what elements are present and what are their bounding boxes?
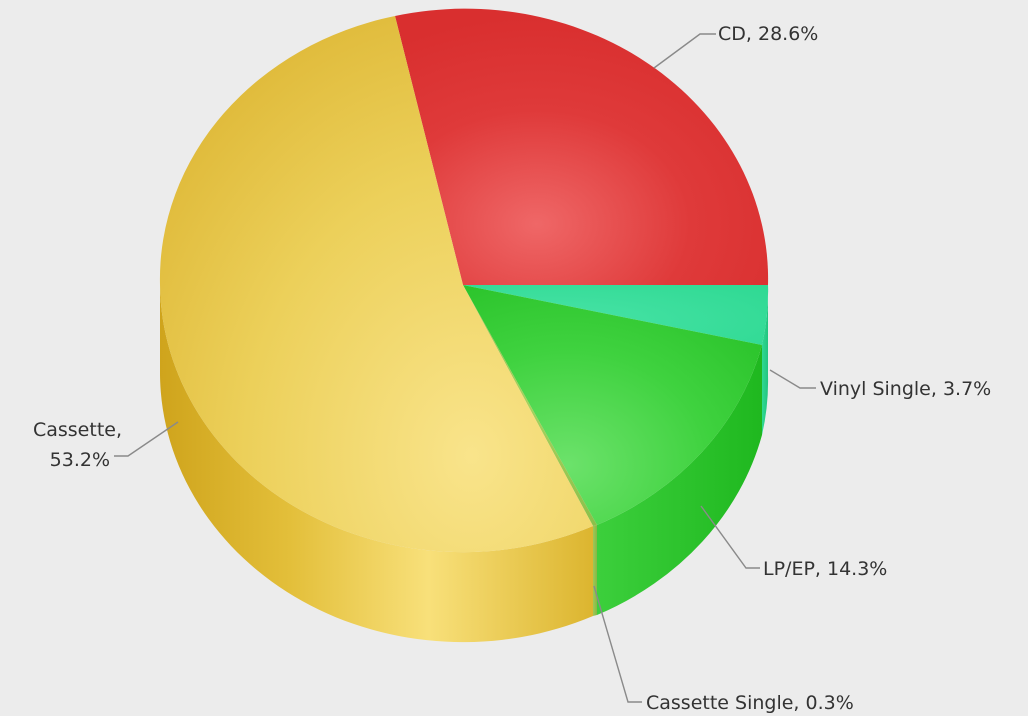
slice-cd [395, 8, 769, 285]
slice-side-lpep [597, 345, 762, 615]
data-label-vinyl-single: Vinyl Single, 3.7% [820, 378, 991, 400]
data-label-cassette-single: Cassette Single, 0.3% [646, 692, 854, 714]
slice-cassette [159, 16, 593, 553]
slice-vinyl-single [463, 285, 769, 345]
data-label-cassette-value: 53.2% [50, 449, 110, 471]
data-label-cd: CD, 28.6% [718, 23, 818, 45]
pie-top [159, 8, 769, 553]
leader-line-cd [653, 33, 716, 69]
leader-lines [114, 33, 816, 703]
slice-side-vinyl-single [762, 285, 769, 435]
leader-line-cassette-single [593, 585, 642, 703]
slice-side-cassette-single [593, 525, 597, 616]
leader-line-vinyl-single [769, 369, 816, 389]
data-label-cassette-name: Cassette, [33, 419, 122, 441]
slice-cassette-single [463, 285, 597, 526]
leader-line-lpep [700, 505, 760, 569]
data-label-lpep: LP/EP, 14.3% [763, 558, 887, 580]
slice-side-cassette [160, 285, 593, 643]
slice-lpep [463, 285, 762, 525]
leader-line-cassette [114, 421, 179, 457]
data-labels: CD, 28.6% Vinyl Single, 3.7% LP/EP, 14.3… [33, 23, 991, 714]
